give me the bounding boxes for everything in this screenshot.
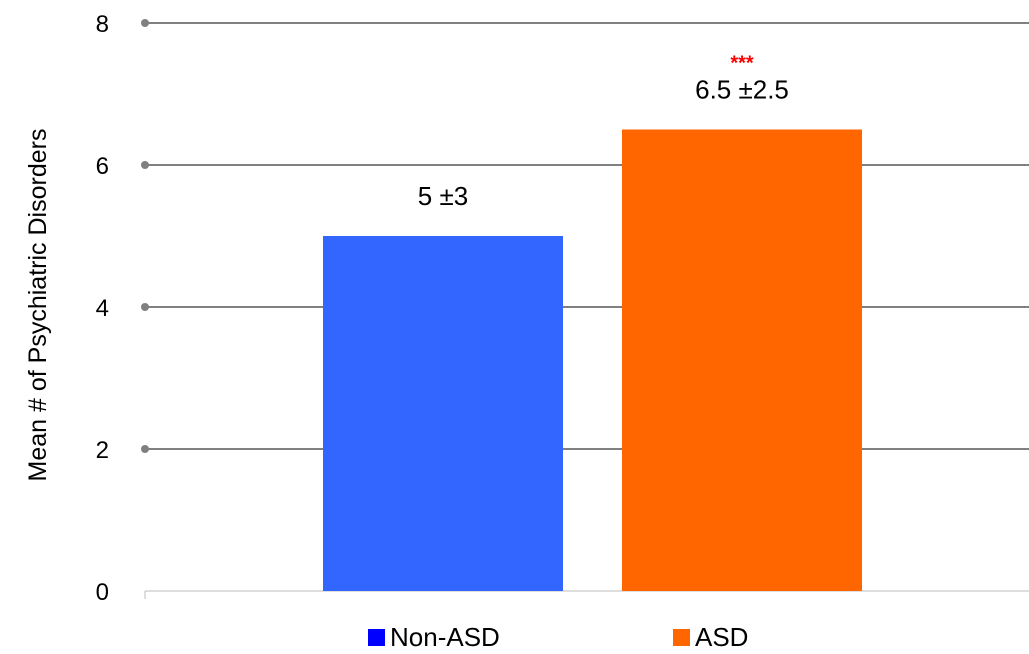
y-axis-label: Mean # of Psychiatric Disorders bbox=[24, 129, 52, 482]
y-tick-label: 0 bbox=[96, 579, 109, 606]
data-label: 6.5 ±2.5 bbox=[695, 75, 789, 105]
gridline-marker bbox=[141, 303, 149, 311]
data-label: 5 ±3 bbox=[418, 181, 468, 211]
gridline-marker bbox=[141, 445, 149, 453]
gridline-marker bbox=[141, 19, 149, 27]
legend-swatch bbox=[368, 629, 385, 646]
legend-label: Non-ASD bbox=[390, 622, 500, 652]
legend: Non-ASD ASD bbox=[368, 622, 748, 652]
gridline-marker bbox=[141, 161, 149, 169]
legend-swatch bbox=[673, 629, 690, 646]
bar-asd bbox=[622, 129, 862, 591]
y-tick-label: 2 bbox=[96, 437, 109, 464]
y-tick-label: 4 bbox=[96, 295, 109, 322]
y-tick-label: 6 bbox=[96, 153, 109, 180]
bar-non-asd bbox=[323, 236, 563, 591]
significance-marker: *** bbox=[730, 53, 754, 75]
legend-label: ASD bbox=[695, 622, 748, 652]
y-tick-label: 8 bbox=[96, 11, 109, 38]
